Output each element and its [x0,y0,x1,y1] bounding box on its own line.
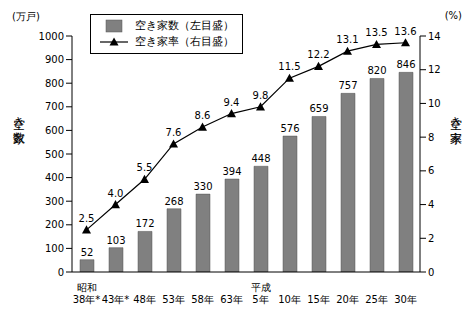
svg-text:4: 4 [428,199,434,210]
svg-text:330: 330 [193,181,212,192]
svg-text:30年: 30年 [394,294,417,305]
svg-text:0: 0 [428,267,434,278]
svg-text:8.6: 8.6 [195,110,211,121]
svg-text:9.8: 9.8 [253,90,269,101]
svg-text:394: 394 [222,166,241,177]
svg-text:268: 268 [164,196,183,207]
svg-text:448: 448 [251,153,270,164]
svg-text:100: 100 [45,243,64,254]
svg-text:172: 172 [135,218,154,229]
svg-text:400: 400 [45,172,64,183]
html-text:空き家数（左目盛）: 空き家数（左目盛） [135,19,234,32]
svg-text:20年: 20年 [336,294,359,305]
svg-text:昭和38年*: 昭和38年* [73,282,101,305]
svg-text:13.1: 13.1 [336,34,358,45]
svg-text:63年: 63年 [220,294,243,305]
svg-text:52: 52 [81,247,94,258]
svg-text:53年: 53年 [162,294,185,305]
svg-text:2.5: 2.5 [79,213,95,224]
svg-text:500: 500 [45,149,64,160]
svg-text:4.0: 4.0 [108,188,124,199]
svg-text:8: 8 [428,132,434,143]
svg-text:0: 0 [58,267,64,278]
html-text:(万戸): (万戸) [12,11,40,22]
svg-text:846: 846 [396,59,415,70]
svg-text:1000: 1000 [39,31,64,42]
svg-text:576: 576 [280,123,299,134]
svg-text:25年: 25年 [365,294,388,305]
svg-text:200: 200 [45,219,64,230]
svg-text:43年*: 43年* [102,294,130,305]
svg-text:平成5年: 平成5年 [251,282,271,305]
svg-text:12.2: 12.2 [307,49,329,60]
svg-text:7.6: 7.6 [166,127,182,138]
svg-text:10年: 10年 [278,294,301,305]
svg-text:757: 757 [338,80,357,91]
svg-text:15年: 15年 [307,294,330,305]
svg-text:700: 700 [45,101,64,112]
svg-text:9.4: 9.4 [224,97,240,108]
svg-text:900: 900 [45,54,64,65]
svg-text:11.5: 11.5 [278,61,300,72]
svg-text:300: 300 [45,196,64,207]
svg-text:820: 820 [367,65,386,76]
svg-text:48年: 48年 [133,294,156,305]
svg-text:800: 800 [45,78,64,89]
svg-text:659: 659 [309,103,328,114]
svg-text:13.5: 13.5 [365,27,387,38]
svg-text:12: 12 [428,64,441,75]
svg-text:5.5: 5.5 [137,162,153,173]
svg-text:58年: 58年 [191,294,214,305]
svg-text:14: 14 [428,31,441,42]
html-text:空き家率（右目盛）: 空き家率（右目盛） [135,35,234,48]
html-text:空き家数: 空き家数 [12,108,26,122]
svg-text:10: 10 [428,98,441,109]
svg-text:600: 600 [45,125,64,136]
svg-text:13.6: 13.6 [394,26,416,37]
svg-text:2: 2 [428,233,434,244]
svg-text:6: 6 [428,165,434,176]
svg-text:103: 103 [106,235,125,246]
html-text:空き家率: 空き家率 [449,108,463,122]
